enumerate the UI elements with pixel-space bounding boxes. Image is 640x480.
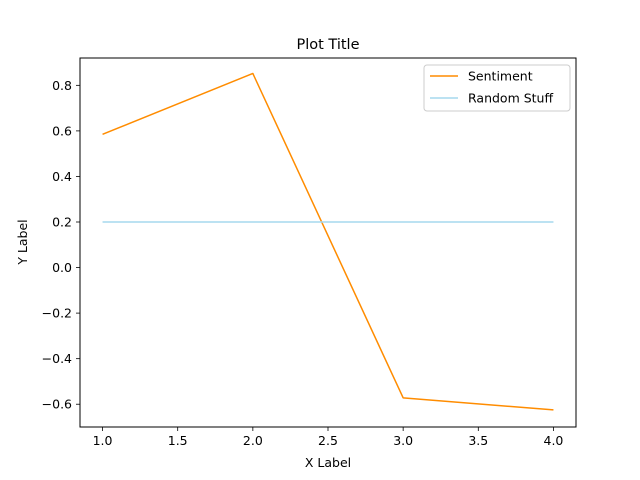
legend-label-random-stuff: Random Stuff (468, 91, 553, 106)
y-tick-label: 0.6 (52, 123, 72, 138)
x-axis-label: X Label (305, 455, 351, 470)
x-tick-label: 4.0 (544, 433, 564, 448)
x-tick-label: 2.0 (243, 433, 263, 448)
y-tick-label: −0.6 (42, 397, 72, 412)
series-layer (102, 72, 554, 411)
y-axis-label: Y Label (15, 219, 30, 265)
chart-title: Plot Title (296, 37, 359, 53)
y-tick-label: −0.2 (42, 306, 72, 321)
x-tick-label: 1.5 (168, 433, 188, 448)
y-tick-label: 0.2 (52, 215, 72, 230)
y-tick-label: 0.4 (52, 169, 72, 184)
x-tick-label: 3.5 (468, 433, 488, 448)
x-axis-ticks: 1.0 1.5 2.0 2.5 3.0 3.5 4.0 (93, 427, 564, 448)
y-axis-ticks: −0.6 −0.4 −0.2 0.0 0.2 0.4 0.6 0.8 (42, 78, 80, 412)
legend: Sentiment Random Stuff (423, 64, 571, 112)
y-tick-label: 0.8 (52, 78, 72, 93)
x-tick-label: 2.5 (318, 433, 338, 448)
series-line-sentiment (102, 72, 554, 411)
x-tick-label: 3.0 (393, 433, 413, 448)
legend-box (423, 64, 571, 112)
y-tick-label: 0.0 (52, 260, 72, 275)
legend-label-sentiment: Sentiment (468, 69, 533, 84)
x-tick-label: 1.0 (93, 433, 113, 448)
y-tick-label: −0.4 (42, 351, 72, 366)
